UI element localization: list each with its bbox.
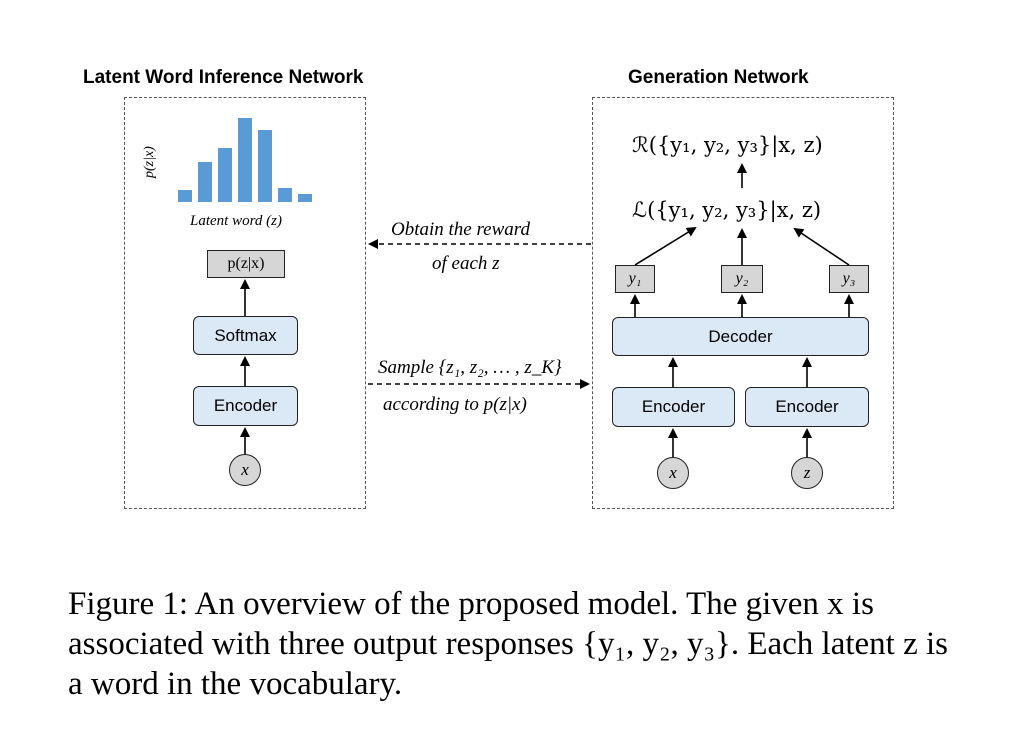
- histogram-xlabel: Latent word (z): [190, 213, 282, 229]
- histogram-bar: [198, 162, 212, 202]
- decoder-box: Decoder: [612, 317, 869, 356]
- right-encoder-x-box: Encoder: [612, 387, 735, 427]
- right-input-z-label: z: [803, 463, 811, 482]
- histogram-bar: [298, 194, 312, 202]
- left-encoder-label: Encoder: [213, 396, 278, 415]
- loss-formula: ℒ({y₁, y₂, y₃}|x, z): [632, 198, 822, 222]
- right-encoder-z-label: Encoder: [775, 397, 839, 416]
- right-encoder-z-box: Encoder: [745, 387, 869, 427]
- sample-annotation-line1: Sample {z₁, z₂, … , z_K}: [378, 357, 562, 378]
- output-distribution-box: p(z|x): [207, 250, 285, 278]
- inference-network-panel: [124, 97, 366, 509]
- decoder-label: Decoder: [708, 326, 773, 346]
- reward-annotation-line2: of each z: [432, 253, 500, 274]
- histogram-bar: [218, 148, 232, 202]
- right-input-z-node: z: [791, 457, 823, 489]
- arrow-y1-to-loss: [634, 226, 697, 266]
- output-y2-label: y₂: [735, 270, 749, 287]
- histogram-bar: [238, 118, 252, 202]
- left-encoder-box: Encoder: [193, 386, 298, 426]
- softmax-box: Softmax: [193, 316, 298, 355]
- generation-network-panel: [592, 97, 894, 509]
- histogram-bar: [178, 190, 192, 202]
- histogram-bar: [278, 188, 292, 202]
- inference-network-title: Latent Word Inference Network: [83, 67, 364, 88]
- left-input-x-label: x: [241, 460, 249, 479]
- left-input-x-node: x: [229, 454, 261, 486]
- right-input-x-label: x: [669, 463, 677, 482]
- sample-annotation-line2: according to p(z|x): [383, 394, 527, 415]
- output-y2-box: y₂: [721, 265, 763, 293]
- reward-formula: ℛ({y₁, y₂, y₃}|x, z): [632, 133, 823, 157]
- output-y1-box: y₁: [615, 265, 655, 293]
- reward-annotation-line1: Obtain the reward: [391, 219, 530, 240]
- right-encoder-x-label: Encoder: [641, 397, 706, 416]
- output-distribution-label: p(z|x): [227, 255, 265, 272]
- figure-caption: Figure 1: An overview of the proposed mo…: [68, 586, 948, 702]
- histogram: [172, 112, 322, 202]
- softmax-label: Softmax: [214, 325, 277, 345]
- output-y3-label: y₃: [842, 270, 856, 287]
- arrow-y3-to-loss: [793, 227, 850, 266]
- histogram-bar: [258, 130, 272, 202]
- output-y3-box: y₃: [829, 265, 869, 293]
- right-input-x-node: x: [657, 457, 689, 489]
- output-y1-label: y₁: [628, 270, 642, 287]
- generation-network-title: Generation Network: [628, 67, 809, 88]
